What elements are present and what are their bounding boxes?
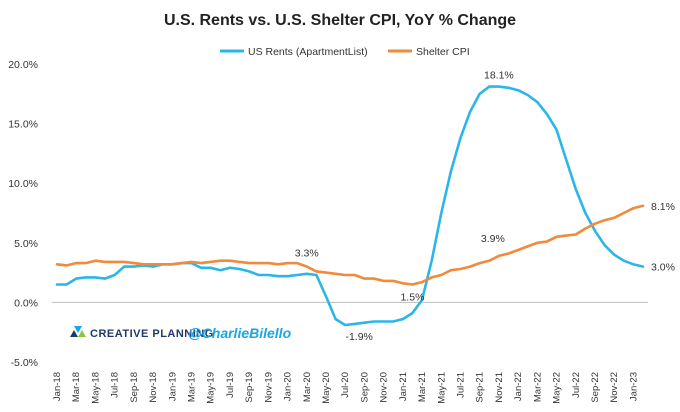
- y-tick-label: 5.0%: [14, 238, 38, 250]
- chart-title: U.S. Rents vs. U.S. Shelter CPI, YoY % C…: [164, 12, 516, 29]
- series-line-shelter-cpi: [55, 204, 645, 286]
- x-tick-label: Nov-19: [263, 372, 274, 403]
- x-tick-label: May-22: [552, 372, 563, 404]
- y-tick-label: 20.0%: [8, 59, 38, 71]
- x-tick-label: Nov-20: [379, 372, 390, 403]
- x-tick-label: Jan-20: [283, 372, 294, 401]
- x-tick-label: Jan-23: [628, 372, 639, 401]
- series-line-us-rents: [55, 85, 645, 327]
- x-tick-label: Sep-19: [244, 372, 255, 403]
- data-label: -1.9%: [345, 331, 372, 343]
- x-tick-label: May-21: [436, 372, 447, 404]
- x-tick-label: Sep-20: [359, 372, 370, 403]
- x-tick-label: Sep-21: [475, 372, 486, 403]
- watermark-handle: @CharlieBilello: [188, 325, 292, 341]
- data-label: 1.5%: [400, 292, 424, 304]
- series-layer: [55, 85, 645, 327]
- y-tick-label: 15.0%: [8, 119, 38, 131]
- x-tick-label: Jan-18: [52, 372, 63, 401]
- creative-planning-logo-icon: [70, 326, 86, 337]
- x-tick-label: Mar-19: [186, 372, 197, 402]
- y-tick-label: 0.0%: [14, 297, 38, 309]
- x-tick-label: Mar-20: [302, 372, 313, 402]
- x-tick-label: Jul-19: [225, 372, 236, 398]
- data-labels: 3.3% -1.9% 1.5% 18.1% 3.9% 8.1% 3.0%: [295, 70, 675, 343]
- x-axis: Jan-18 Mar-18 May-18 Jul-18 Sep-18 Nov-18 Jan-…: [52, 301, 648, 404]
- x-tick-label: Sep-22: [590, 372, 601, 403]
- x-tick-label: Sep-18: [129, 372, 140, 403]
- x-tick-label: Mar-18: [71, 372, 82, 402]
- x-tick-label: May-20: [321, 372, 332, 404]
- x-tick-label: Jan-22: [513, 372, 524, 401]
- x-tick-label: Jan-19: [167, 372, 178, 401]
- x-tick-label: Jul-22: [571, 372, 582, 398]
- data-label: 3.0%: [651, 262, 675, 274]
- legend-label-us-rents: US Rents (ApartmentList): [248, 46, 368, 58]
- x-tick-label: Mar-21: [417, 372, 428, 402]
- y-tick-label: 10.0%: [8, 178, 38, 190]
- x-tick-label: Jan-21: [398, 372, 409, 401]
- x-tick-label: Jul-20: [340, 372, 351, 398]
- y-tick-label: -5.0%: [11, 357, 38, 369]
- x-tick-label: Nov-22: [609, 372, 620, 403]
- x-tick-label: May-19: [206, 372, 217, 404]
- y-axis: -5.0% 0.0% 5.0% 10.0% 15.0% 20.0%: [8, 59, 38, 369]
- data-label: 8.1%: [651, 201, 675, 213]
- x-tick-label: Nov-21: [494, 372, 505, 403]
- x-tick-label: Jul-18: [110, 372, 121, 398]
- legend: US Rents (ApartmentList) Shelter CPI: [220, 46, 470, 58]
- watermark: CREATIVE PLANNING @CharlieBilello: [70, 325, 292, 341]
- x-tick-label: May-18: [90, 372, 101, 404]
- watermark-brand: CREATIVE PLANNING: [90, 328, 214, 340]
- data-label: 3.9%: [481, 233, 505, 245]
- data-label: 18.1%: [484, 70, 514, 82]
- x-tick-label: Jul-21: [455, 372, 466, 398]
- x-tick-label: Mar-22: [532, 372, 543, 402]
- legend-label-shelter-cpi: Shelter CPI: [416, 46, 470, 58]
- data-label: 3.3%: [295, 248, 319, 260]
- x-tick-label: Nov-18: [148, 372, 159, 403]
